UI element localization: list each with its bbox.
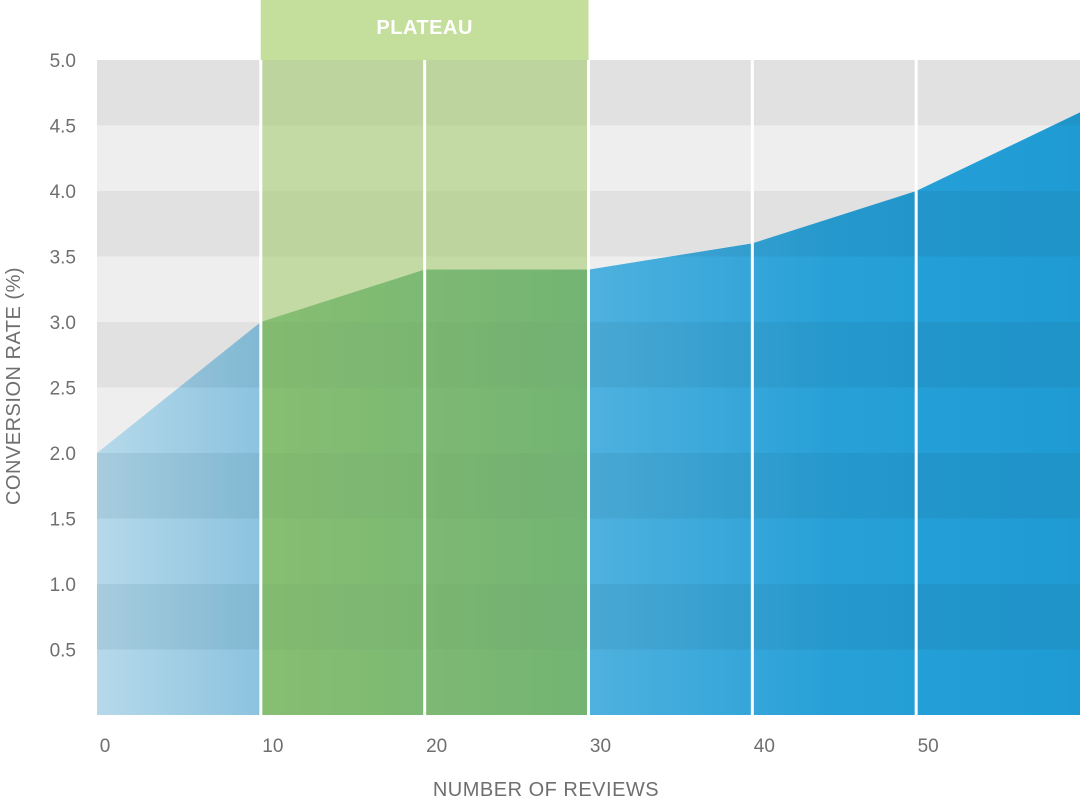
plateau-header [260, 0, 589, 60]
y-tick-label: 0.5 [50, 641, 76, 662]
x-tick-label: 50 [918, 736, 939, 757]
y-tick-label: 3.0 [50, 313, 76, 334]
y-tick-label: 3.5 [50, 248, 76, 269]
y-tick-label: 5.0 [50, 51, 76, 72]
vertical-grid-lines [259, 60, 918, 715]
x-tick-label: 0 [100, 736, 111, 757]
y-tick-label: 1.0 [50, 575, 76, 596]
x-axis-label: NUMBER OF REVIEWS [433, 779, 659, 800]
plateau-label: PLATEAU [376, 17, 472, 39]
x-tick-label: 30 [590, 736, 611, 757]
y-tick-label: 2.0 [50, 444, 76, 465]
x-tick-label: 10 [262, 736, 283, 757]
x-tick-label: 20 [426, 736, 447, 757]
y-tick-label: 1.5 [50, 510, 76, 531]
y-axis-label: CONVERSION RATE (%) [3, 267, 25, 505]
x-axis-ticks: 0 10 20 30 40 50 [100, 736, 939, 757]
y-axis-ticks: 0.5 1.0 1.5 2.0 2.5 3.0 3.5 4.0 4.5 5.0 [50, 51, 76, 662]
y-tick-label: 4.0 [50, 182, 76, 203]
x-tick-label: 40 [754, 736, 775, 757]
y-tick-label: 2.5 [50, 379, 76, 400]
y-tick-label: 4.5 [50, 117, 76, 138]
